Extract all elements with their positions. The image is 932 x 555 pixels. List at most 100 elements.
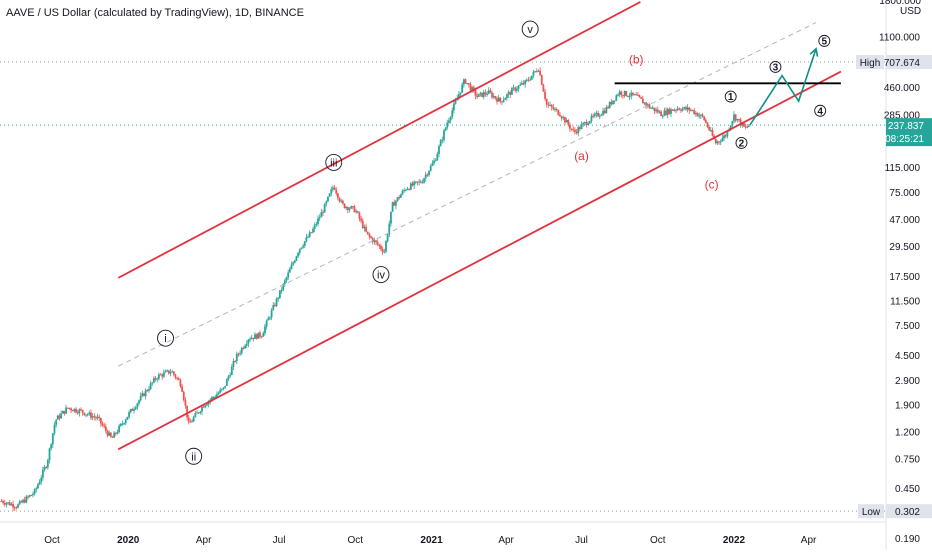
candle-body xyxy=(607,107,609,109)
low-price-badge: 0.302 xyxy=(886,504,932,519)
candle-body xyxy=(264,326,266,334)
candle-body xyxy=(476,95,479,97)
candle-body xyxy=(651,107,654,109)
price-tick-label: 1800.000 xyxy=(879,0,921,7)
candle-body xyxy=(401,190,404,195)
low-tag-bg xyxy=(858,504,884,519)
candle-body xyxy=(653,107,656,112)
price-tick-label: 4.500 xyxy=(895,351,920,362)
candle-body xyxy=(385,241,387,252)
candle-body xyxy=(718,141,720,143)
candle-body xyxy=(380,245,382,250)
projection-path[interactable] xyxy=(749,48,817,126)
candle-body xyxy=(114,432,117,434)
candle-body xyxy=(313,224,316,229)
candle-body xyxy=(663,110,666,116)
candle-body xyxy=(743,122,745,127)
candle-body xyxy=(75,408,77,413)
candle-body xyxy=(617,94,619,96)
wave-roman-label: ii xyxy=(191,451,196,463)
candle-body xyxy=(434,160,437,162)
candle-body xyxy=(330,189,333,194)
channel-midline[interactable] xyxy=(118,22,817,367)
candle-body xyxy=(211,397,213,400)
candle-body xyxy=(274,305,276,307)
candle-body xyxy=(547,104,550,106)
candle-body xyxy=(312,228,314,233)
candle-body xyxy=(549,104,551,106)
candle-body xyxy=(511,88,513,95)
high-price-badge-text: 707.674 xyxy=(884,58,921,69)
candle-body xyxy=(699,114,702,116)
candle-body xyxy=(491,92,493,98)
candle-body xyxy=(572,129,575,131)
candle-body xyxy=(103,425,106,427)
candle-body xyxy=(520,83,523,85)
candle-body xyxy=(507,92,510,95)
candle-body xyxy=(562,117,565,119)
candle-body xyxy=(282,283,285,291)
candle-body xyxy=(270,310,273,318)
high-tag-bg xyxy=(856,55,884,70)
candle-body xyxy=(524,80,527,85)
candle-body xyxy=(23,499,26,503)
candle-body xyxy=(426,174,429,176)
low-price-badge-text: 0.302 xyxy=(895,507,920,518)
candle-body xyxy=(269,317,271,319)
wave-number-label: 3 xyxy=(773,62,779,73)
candle-body xyxy=(486,93,488,95)
time-tick-label: Oct xyxy=(650,535,666,546)
candle-body xyxy=(552,107,555,110)
candle-body xyxy=(327,196,329,202)
candle-body xyxy=(325,201,328,205)
candle-body xyxy=(224,385,227,388)
candle-body xyxy=(391,202,394,212)
candle-body xyxy=(678,108,681,110)
candle-body xyxy=(179,380,182,387)
candle-body xyxy=(41,469,44,478)
candle-body xyxy=(48,448,51,460)
candle-body xyxy=(627,95,629,97)
price-tick-label: 1100.000 xyxy=(879,33,920,44)
price-tick-label: 0.190 xyxy=(895,534,920,545)
candle-body xyxy=(741,122,744,126)
channel-lower-line[interactable] xyxy=(117,70,842,451)
candle-body xyxy=(395,200,397,206)
candle-body xyxy=(10,503,13,506)
candle-body xyxy=(386,234,389,242)
candle-body xyxy=(613,100,616,102)
candle-body xyxy=(618,91,621,95)
candle-body xyxy=(466,83,469,85)
countdown-text: 08:25:21 xyxy=(885,134,924,145)
candle-body xyxy=(201,406,203,412)
candle-body xyxy=(544,91,546,99)
candle-body xyxy=(390,211,392,224)
candle-body xyxy=(272,305,275,311)
last-price-text: 237.837 xyxy=(888,121,925,132)
candle-body xyxy=(590,115,593,122)
channel-upper-line[interactable] xyxy=(117,1,641,279)
candle-body xyxy=(305,237,308,242)
high-price-badge: 707.674 xyxy=(884,55,932,70)
candle-body xyxy=(244,345,246,349)
candle-body xyxy=(265,320,268,327)
candle-body xyxy=(482,92,485,97)
candle-body xyxy=(157,374,160,379)
candle-body xyxy=(35,488,38,490)
candle-body xyxy=(640,97,643,99)
wave-number-circle xyxy=(769,61,782,73)
candle-body xyxy=(267,318,270,321)
candle-body xyxy=(144,390,147,397)
candle-body xyxy=(139,395,142,401)
candle-body xyxy=(204,405,207,408)
candle-body xyxy=(399,194,402,198)
candle-body xyxy=(646,104,649,106)
candle-body xyxy=(670,109,672,114)
candle-body xyxy=(494,96,497,99)
candle-body xyxy=(159,374,162,376)
candle-body xyxy=(499,97,502,102)
candle-body xyxy=(194,413,197,418)
candle-body xyxy=(255,334,258,339)
